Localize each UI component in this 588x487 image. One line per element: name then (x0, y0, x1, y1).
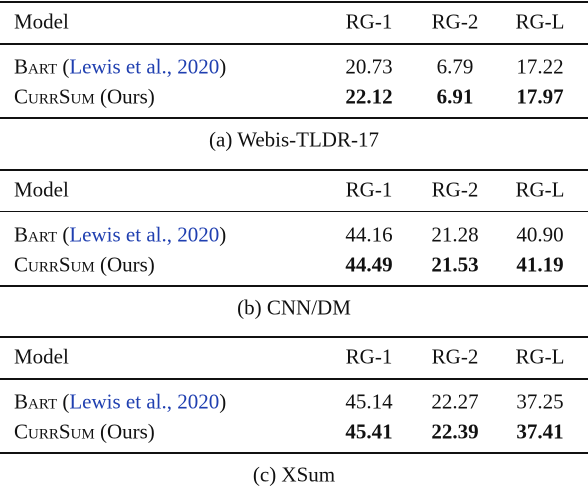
caption: (c) XSum (252, 462, 336, 487)
mid-rule (0, 378, 588, 380)
model-note: (Ours) (99, 419, 155, 444)
model-name: CurrSum (14, 419, 95, 444)
bottom-rule (0, 452, 588, 454)
score-cell: 21.28 (431, 222, 479, 246)
model-cell: Bart (Lewis et al., 2020) (14, 224, 226, 245)
model-name: CurrSum (14, 84, 95, 109)
model-name: Bart (14, 54, 58, 79)
header-cell: RG-1 (345, 344, 393, 369)
score-cell: 37.25 (516, 389, 564, 414)
score-cell: 44.49 (345, 252, 393, 276)
score-cell: 45.14 (345, 389, 393, 414)
model-name: Bart (14, 222, 58, 246)
header-cell: Model (14, 344, 69, 369)
header-cell: RG-L (515, 9, 565, 34)
top-rule (0, 336, 588, 338)
model-name: Bart (14, 389, 58, 414)
top-rule (0, 168, 588, 171)
score-cell: 40.90 (516, 222, 564, 246)
header-cell: RG-1 (345, 9, 393, 34)
score-cell: 21.53 (431, 252, 479, 276)
bottom-rule (0, 284, 588, 287)
cite-close: ) (219, 222, 227, 246)
model-cell: Bart (Lewis et al., 2020) (14, 389, 227, 414)
header-cell: RG-L (515, 177, 565, 201)
citation: Lewis et al., 2020 (69, 54, 220, 79)
header-cell: RG-2 (431, 9, 479, 34)
header-cell: RG-L (515, 344, 565, 369)
caption: (b) CNN/DM (237, 295, 351, 319)
cite-open: ( (62, 222, 70, 246)
header-cell: RG-2 (431, 177, 479, 201)
caption: (a) Webis-TLDR-17 (209, 127, 379, 152)
mid-rule (0, 43, 588, 45)
score-cell: 41.19 (516, 252, 564, 276)
cite-close: ) (219, 54, 227, 79)
citation: Lewis et al., 2020 (69, 389, 220, 414)
model-cell: Bart (Lewis et al., 2020) (14, 54, 227, 79)
model-note: (Ours) (99, 252, 155, 276)
model-cell: CurrSum (Ours) (14, 254, 155, 275)
score-cell: 6.79 (436, 54, 474, 79)
mid-rule (0, 210, 588, 212)
cite-open: ( (62, 54, 70, 79)
score-cell: 22.39 (431, 419, 479, 444)
header-cell: Model (14, 177, 69, 201)
header-cell: Model (14, 9, 69, 34)
bottom-rule (0, 117, 588, 119)
model-name: CurrSum (14, 252, 95, 276)
model-note: (Ours) (99, 84, 155, 109)
score-cell: 22.12 (345, 84, 393, 109)
cite-open: ( (62, 389, 70, 414)
model-cell: CurrSum (Ours) (14, 84, 155, 109)
score-cell: 17.22 (516, 54, 564, 79)
top-rule (0, 1, 588, 3)
score-cell: 17.97 (516, 84, 564, 109)
score-cell: 20.73 (345, 54, 393, 79)
score-cell: 37.41 (516, 419, 564, 444)
score-cell: 44.16 (345, 222, 393, 246)
citation: Lewis et al., 2020 (69, 222, 220, 246)
score-cell: 6.91 (436, 84, 474, 109)
header-cell: RG-2 (431, 344, 479, 369)
score-cell: 45.41 (345, 419, 393, 444)
header-cell: RG-1 (345, 177, 393, 201)
cite-close: ) (219, 389, 227, 414)
model-cell: CurrSum (Ours) (14, 419, 155, 444)
score-cell: 22.27 (431, 389, 479, 414)
